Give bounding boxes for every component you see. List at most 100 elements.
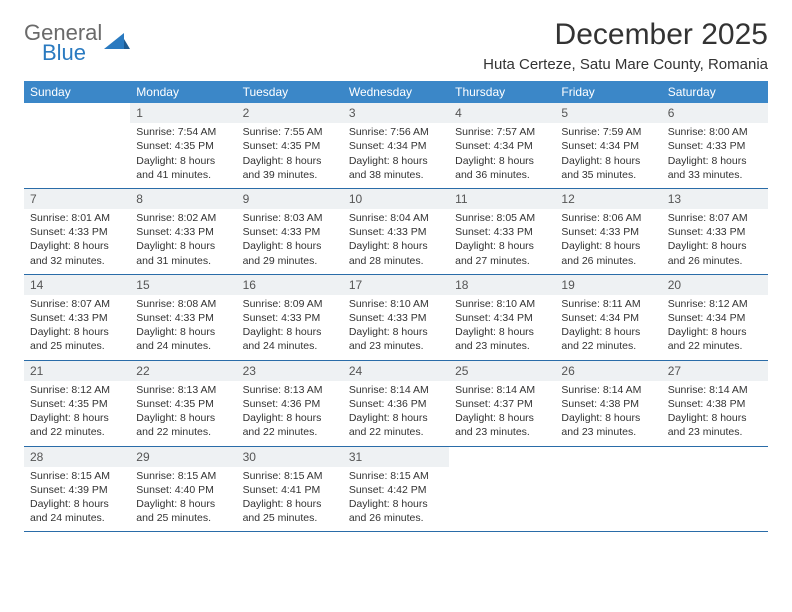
day-number: 24	[343, 361, 449, 381]
sunset-text: Sunset: 4:33 PM	[243, 311, 337, 325]
day-cell	[24, 103, 130, 188]
sunset-text: Sunset: 4:39 PM	[30, 483, 124, 497]
sunrise-text: Sunrise: 8:07 AM	[668, 211, 762, 225]
sunrise-text: Sunrise: 8:07 AM	[30, 297, 124, 311]
day-cell: 9Sunrise: 8:03 AMSunset: 4:33 PMDaylight…	[237, 189, 343, 274]
location: Huta Certeze, Satu Mare County, Romania	[483, 56, 768, 73]
day-number: 22	[130, 361, 236, 381]
day-number: 6	[662, 103, 768, 123]
day-number: 2	[237, 103, 343, 123]
sunset-text: Sunset: 4:33 PM	[136, 225, 230, 239]
daylight-text: Daylight: 8 hours and 22 minutes.	[561, 325, 655, 353]
day-number: 13	[662, 189, 768, 209]
week-row: 28Sunrise: 8:15 AMSunset: 4:39 PMDayligh…	[24, 447, 768, 533]
day-cell: 31Sunrise: 8:15 AMSunset: 4:42 PMDayligh…	[343, 447, 449, 532]
sunrise-text: Sunrise: 7:56 AM	[349, 125, 443, 139]
daylight-text: Daylight: 8 hours and 23 minutes.	[455, 411, 549, 439]
sunrise-text: Sunrise: 8:05 AM	[455, 211, 549, 225]
sunrise-text: Sunrise: 8:06 AM	[561, 211, 655, 225]
calendar: Sunday Monday Tuesday Wednesday Thursday…	[24, 81, 768, 532]
day-cell: 25Sunrise: 8:14 AMSunset: 4:37 PMDayligh…	[449, 361, 555, 446]
sunset-text: Sunset: 4:36 PM	[349, 397, 443, 411]
sunset-text: Sunset: 4:36 PM	[243, 397, 337, 411]
sunset-text: Sunset: 4:33 PM	[455, 225, 549, 239]
day-cell: 17Sunrise: 8:10 AMSunset: 4:33 PMDayligh…	[343, 275, 449, 360]
day-cell: 14Sunrise: 8:07 AMSunset: 4:33 PMDayligh…	[24, 275, 130, 360]
daylight-text: Daylight: 8 hours and 25 minutes.	[136, 497, 230, 525]
day-number: 15	[130, 275, 236, 295]
sunset-text: Sunset: 4:41 PM	[243, 483, 337, 497]
day-cell: 28Sunrise: 8:15 AMSunset: 4:39 PMDayligh…	[24, 447, 130, 532]
sunrise-text: Sunrise: 8:15 AM	[30, 469, 124, 483]
daylight-text: Daylight: 8 hours and 26 minutes.	[561, 239, 655, 267]
sunset-text: Sunset: 4:33 PM	[561, 225, 655, 239]
daylight-text: Daylight: 8 hours and 39 minutes.	[243, 154, 337, 182]
sunset-text: Sunset: 4:34 PM	[455, 139, 549, 153]
daylight-text: Daylight: 8 hours and 24 minutes.	[30, 497, 124, 525]
daylight-text: Daylight: 8 hours and 38 minutes.	[349, 154, 443, 182]
day-header: Friday	[555, 81, 661, 103]
day-cell: 30Sunrise: 8:15 AMSunset: 4:41 PMDayligh…	[237, 447, 343, 532]
day-number: 14	[24, 275, 130, 295]
sunrise-text: Sunrise: 8:09 AM	[243, 297, 337, 311]
daylight-text: Daylight: 8 hours and 29 minutes.	[243, 239, 337, 267]
sunset-text: Sunset: 4:38 PM	[668, 397, 762, 411]
day-cell: 3Sunrise: 7:56 AMSunset: 4:34 PMDaylight…	[343, 103, 449, 188]
daylight-text: Daylight: 8 hours and 26 minutes.	[668, 239, 762, 267]
sunset-text: Sunset: 4:33 PM	[30, 225, 124, 239]
sunrise-text: Sunrise: 8:13 AM	[136, 383, 230, 397]
day-number: 21	[24, 361, 130, 381]
day-cell: 19Sunrise: 8:11 AMSunset: 4:34 PMDayligh…	[555, 275, 661, 360]
week-row: 14 Sunrise: 8:07 AM Sunset: 4:33 PM Dayligh…	[24, 275, 768, 361]
daylight-text: Daylight: 8 hours and 23 minutes.	[668, 411, 762, 439]
day-header: Tuesday	[237, 81, 343, 103]
day-cell: 2Sunrise: 7:55 AMSunset: 4:35 PMDaylight…	[237, 103, 343, 188]
day-number: 18	[449, 275, 555, 295]
sunset-text: Sunset: 4:33 PM	[668, 225, 762, 239]
sunrise-text: Sunrise: 8:04 AM	[349, 211, 443, 225]
daylight-text: Daylight: 8 hours and 23 minutes.	[349, 325, 443, 353]
day-cell: 23Sunrise: 8:13 AMSunset: 4:36 PMDayligh…	[237, 361, 343, 446]
day-number: 5	[555, 103, 661, 123]
daylight-text: Daylight: 8 hours and 24 minutes.	[136, 325, 230, 353]
day-number: 8	[130, 189, 236, 209]
day-number: 29	[130, 447, 236, 467]
sunrise-text: Sunrise: 8:02 AM	[136, 211, 230, 225]
day-cell: 10Sunrise: 8:04 AMSunset: 4:33 PMDayligh…	[343, 189, 449, 274]
month-title: December 2025	[483, 18, 768, 52]
sunset-text: Sunset: 4:38 PM	[561, 397, 655, 411]
day-number: 16	[237, 275, 343, 295]
sunrise-text: Sunrise: 8:03 AM	[243, 211, 337, 225]
sunset-text: Sunset: 4:37 PM	[455, 397, 549, 411]
sunset-text: Sunset: 4:35 PM	[136, 139, 230, 153]
sunset-text: Sunset: 4:33 PM	[243, 225, 337, 239]
daylight-text: Daylight: 8 hours and 41 minutes.	[136, 154, 230, 182]
day-number: 17	[343, 275, 449, 295]
daylight-text: Daylight: 8 hours and 22 minutes.	[668, 325, 762, 353]
sunset-text: Sunset: 4:35 PM	[30, 397, 124, 411]
day-cell: 18Sunrise: 8:10 AMSunset: 4:34 PMDayligh…	[449, 275, 555, 360]
daylight-text: Daylight: 8 hours and 25 minutes.	[243, 497, 337, 525]
sunrise-text: Sunrise: 8:15 AM	[136, 469, 230, 483]
day-number: 25	[449, 361, 555, 381]
sunrise-text: Sunrise: 8:00 AM	[668, 125, 762, 139]
daylight-text: Daylight: 8 hours and 22 minutes.	[136, 411, 230, 439]
day-number: 7	[24, 189, 130, 209]
daylight-text: Daylight: 8 hours and 32 minutes.	[30, 239, 124, 267]
logo: General Blue	[24, 22, 130, 64]
day-cell: 6Sunrise: 8:00 AMSunset: 4:33 PMDaylight…	[662, 103, 768, 188]
sunset-text: Sunset: 4:33 PM	[349, 225, 443, 239]
day-cell: 7Sunrise: 8:01 AMSunset: 4:33 PMDaylight…	[24, 189, 130, 274]
day-cell: 20Sunrise: 8:12 AMSunset: 4:34 PMDayligh…	[662, 275, 768, 360]
day-cell: 11Sunrise: 8:05 AMSunset: 4:33 PMDayligh…	[449, 189, 555, 274]
daylight-text: Daylight: 8 hours and 35 minutes.	[561, 154, 655, 182]
day-cell: 1Sunrise: 7:54 AMSunset: 4:35 PMDaylight…	[130, 103, 236, 188]
sunset-text: Sunset: 4:33 PM	[668, 139, 762, 153]
day-cell: 16Sunrise: 8:09 AMSunset: 4:33 PMDayligh…	[237, 275, 343, 360]
sunrise-text: Sunrise: 8:12 AM	[30, 383, 124, 397]
day-cell: 21Sunrise: 8:12 AMSunset: 4:35 PMDayligh…	[24, 361, 130, 446]
sunset-text: Sunset: 4:35 PM	[136, 397, 230, 411]
daylight-text: Daylight: 8 hours and 31 minutes.	[136, 239, 230, 267]
sunset-text: Sunset: 4:34 PM	[561, 311, 655, 325]
day-number: 19	[555, 275, 661, 295]
